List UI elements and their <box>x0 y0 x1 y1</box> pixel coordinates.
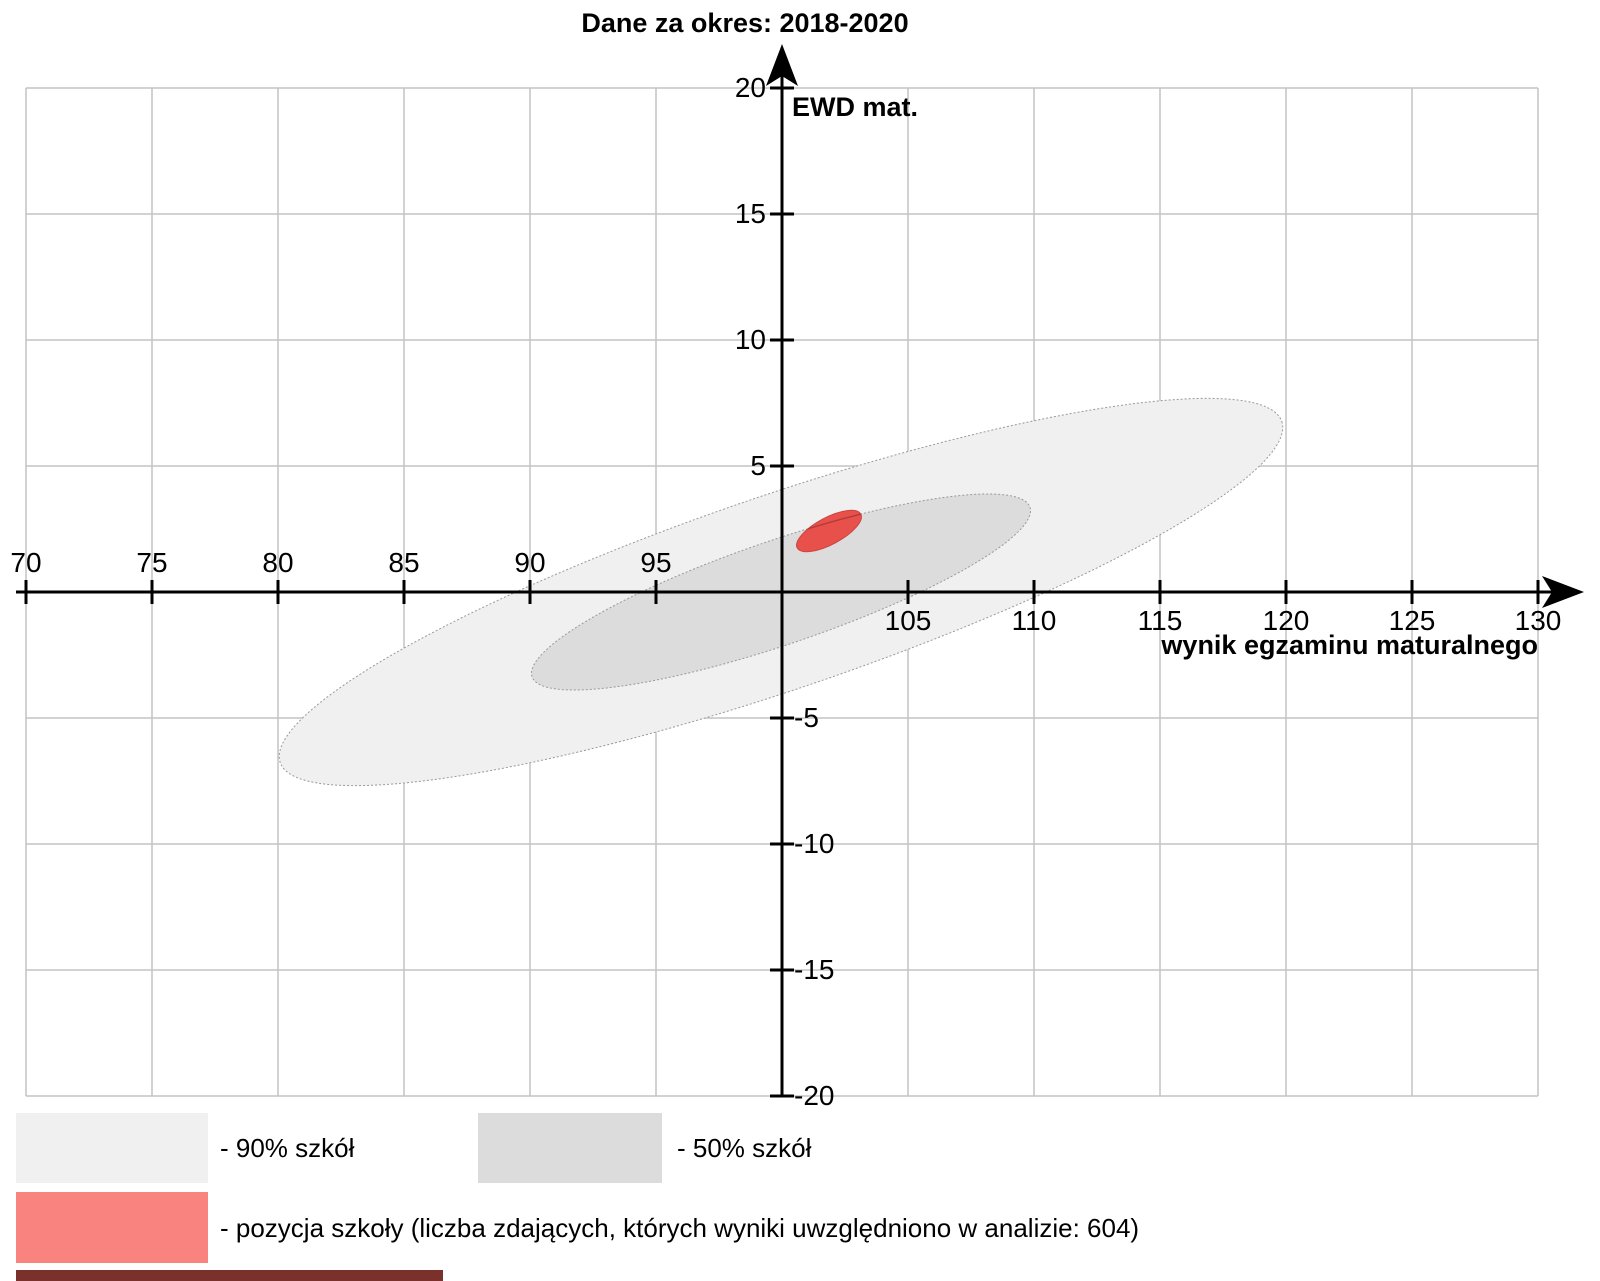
x-tick-label-95: 95 <box>640 547 672 578</box>
axes <box>16 62 1560 1098</box>
y-tick-label-15: 15 <box>734 198 766 229</box>
x-tick-label-90: 90 <box>514 547 546 578</box>
y-axis-label: EWD mat. <box>792 92 919 122</box>
y-tick-label-20: 20 <box>734 72 766 103</box>
y-tick-label-minus5: -5 <box>794 702 819 733</box>
y-axis-arrowhead <box>766 44 798 86</box>
y-tick-label-minus20: -20 <box>794 1080 835 1111</box>
x-tick-label-105: 105 <box>884 605 932 636</box>
x-axis-arrowhead <box>1542 576 1584 608</box>
y-tick-label-10: 10 <box>734 324 766 355</box>
x-tick-label-70: 70 <box>10 547 42 578</box>
y-tick-label-minus15: -15 <box>794 954 835 985</box>
x-tick-label-115: 115 <box>1137 605 1183 636</box>
x-tick-label-130: 130 <box>1514 605 1562 636</box>
x-tick-label-85: 85 <box>388 547 420 578</box>
legend-label-school-position: - pozycja szkoły (liczba zdających, któr… <box>220 1213 1140 1243</box>
legend-swatch-90-percent <box>16 1113 208 1183</box>
x-tick-label-125: 125 <box>1388 605 1436 636</box>
chart-title: Dane za okres: 2018-2020 <box>581 8 909 38</box>
y-tick-label-minus10: -10 <box>794 828 835 859</box>
legend-label-50-percent: - 50% szkół <box>677 1133 812 1163</box>
legend-swatch-school-position <box>16 1192 208 1263</box>
x-tick-label-110: 110 <box>1011 605 1057 636</box>
legend-label-90-percent: - 90% szkół <box>220 1133 355 1163</box>
y-tick-label-5: 5 <box>750 450 766 481</box>
x-axis-label: wynik egzaminu maturalnego <box>1161 630 1538 660</box>
x-tick-label-120: 120 <box>1262 605 1310 636</box>
legend-swatch-cropped <box>16 1270 443 1281</box>
legend-swatch-50-percent <box>478 1113 662 1183</box>
x-tick-label-75: 75 <box>136 547 168 578</box>
x-tick-label-80: 80 <box>262 547 294 578</box>
